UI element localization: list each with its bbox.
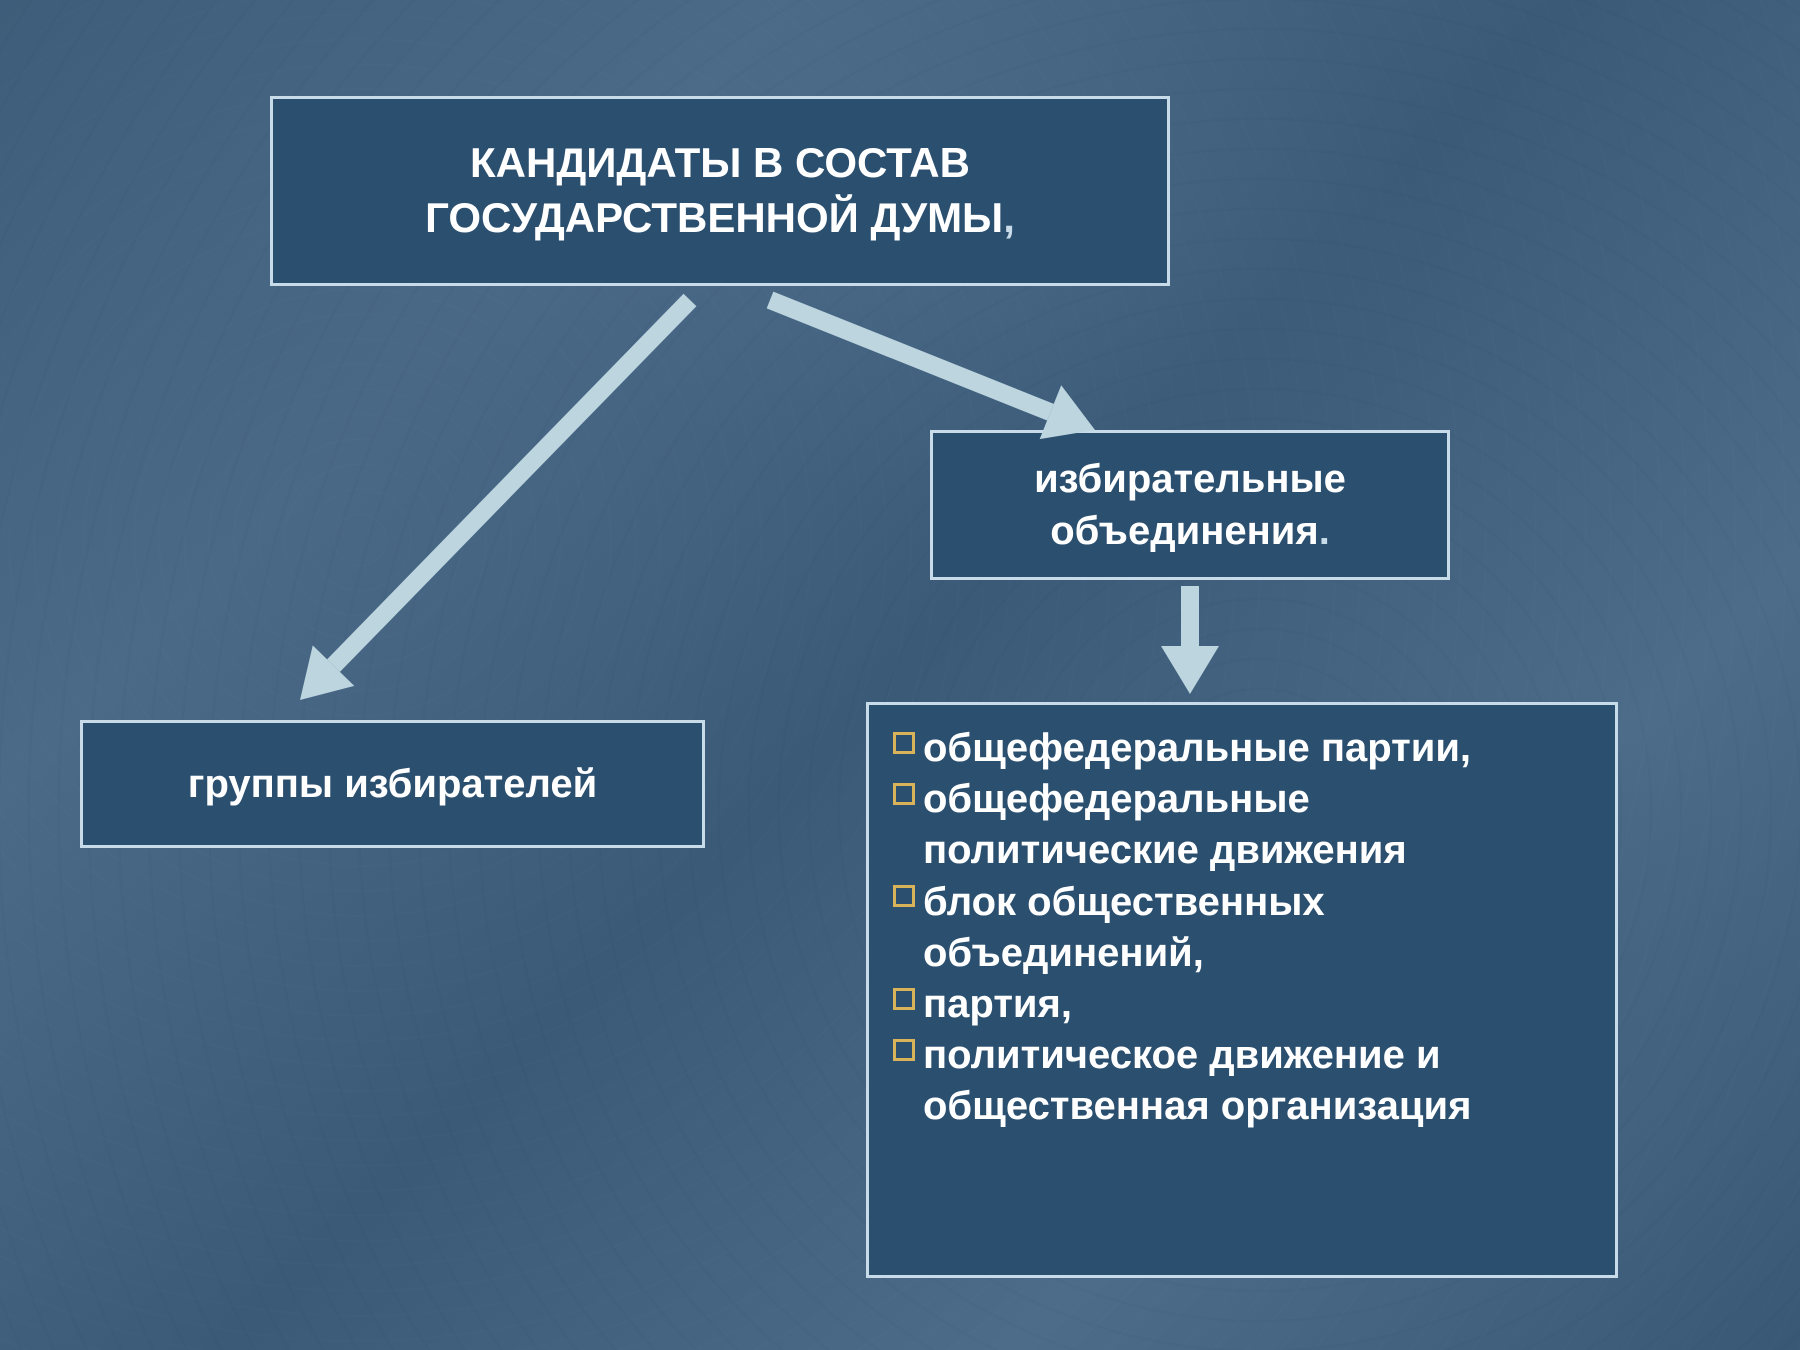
list-item-text: политическое движение и общественная орг… (923, 1030, 1595, 1132)
right-node-text: избирательные объединения (1034, 457, 1346, 553)
square-bullet-icon (893, 1039, 915, 1061)
square-bullet-icon (893, 732, 915, 754)
list-item: партия, (893, 979, 1595, 1030)
list-box: общефедеральные партии,общефедеральные п… (866, 702, 1618, 1278)
list-item-text: партия, (923, 979, 1595, 1030)
title-box: КАНДИДАТЫ В СОСТАВ ГОСУДАРСТВЕННОЙ ДУМЫ, (270, 96, 1170, 286)
arrow-left (242, 242, 748, 758)
right-node-punct: . (1319, 509, 1330, 553)
square-bullet-icon (893, 783, 915, 805)
list-item: политическое движение и общественная орг… (893, 1030, 1595, 1132)
diagram-stage: КАНДИДАТЫ В СОСТАВ ГОСУДАРСТВЕННОЙ ДУМЫ,… (0, 0, 1800, 1350)
square-bullet-icon (893, 988, 915, 1010)
title-text: КАНДИДАТЫ В СОСТАВ ГОСУДАРСТВЕННОЙ ДУМЫ (425, 139, 1003, 241)
list-item-text: общефедеральные партии, (923, 723, 1595, 774)
list-item-text: общефедеральные политические движения (923, 774, 1595, 876)
right-node-box: избирательные объединения. (930, 430, 1450, 580)
title-punct: , (1003, 194, 1015, 241)
square-bullet-icon (893, 885, 915, 907)
list-item: блок общественных объединений, (893, 877, 1595, 979)
list-item-text: блок общественных объединений, (923, 877, 1595, 979)
list-item: общефедеральные политические движения (893, 774, 1595, 876)
list-item: общефедеральные партии, (893, 723, 1595, 774)
left-node-box: группы избирателей (80, 720, 705, 848)
left-node-text: группы избирателей (188, 758, 597, 810)
